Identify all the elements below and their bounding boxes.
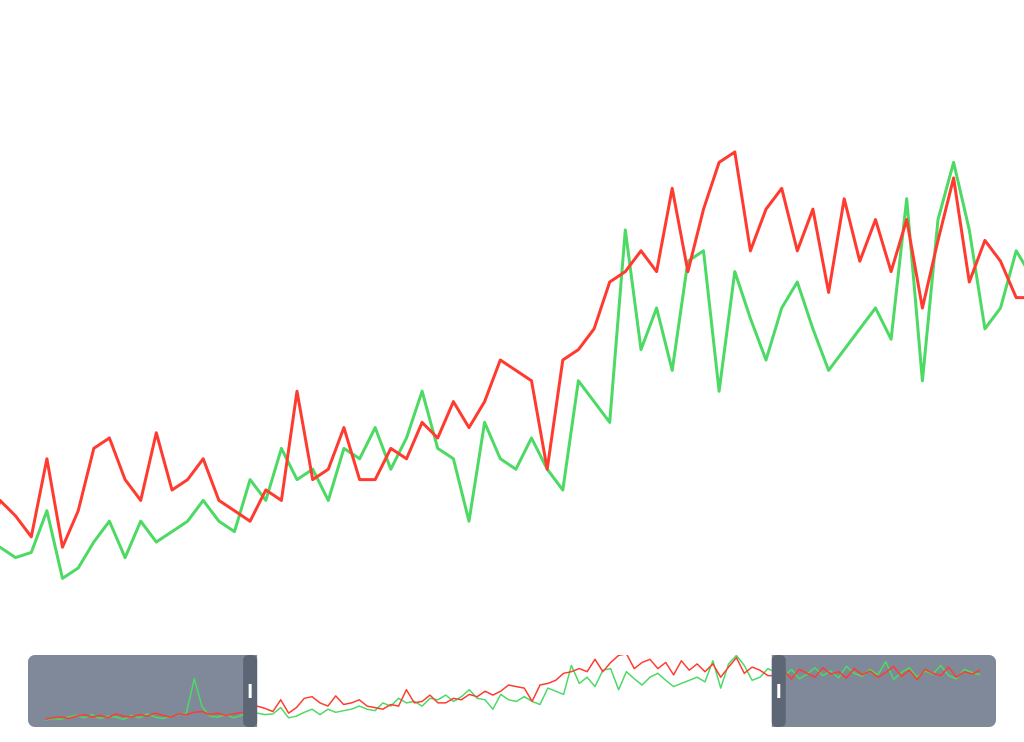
navigator-line [44,655,981,721]
handle-grip [777,684,781,698]
handle-grip [248,684,252,698]
series-line [0,160,1024,580]
series-line [0,150,1024,549]
navigator-line [44,655,981,721]
plot-area [0,150,1024,580]
navigator [28,655,996,727]
